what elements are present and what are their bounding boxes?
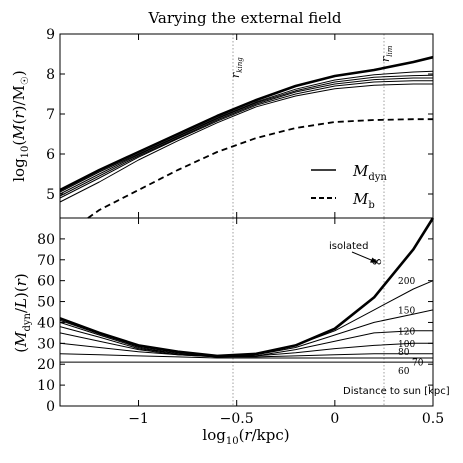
top-y-tick-label: 5 bbox=[46, 187, 55, 203]
top-y-tick-label: 9 bbox=[46, 27, 55, 43]
bottom-series-5 bbox=[59, 342, 433, 358]
bottom-y-tick-label: 20 bbox=[37, 357, 55, 373]
r-lim-label: rlim bbox=[379, 45, 394, 62]
bottom-series-0 bbox=[59, 217, 435, 358]
top-series-2 bbox=[59, 74, 434, 195]
bottom-y-tick-label: 30 bbox=[37, 336, 55, 352]
isolated-arrow-head bbox=[370, 257, 378, 263]
series-label-120: 120 bbox=[398, 327, 415, 337]
top-series-6 bbox=[87, 118, 433, 219]
top-series-4 bbox=[59, 80, 433, 199]
top-series-group bbox=[59, 55, 434, 219]
bottom-plot-frame bbox=[59, 217, 434, 407]
top-panel: 5 6 7 8 9 rking rlim log10(M(r)/M☉) Mdyn Mb bbox=[10, 27, 434, 219]
bottom-y-tick-label: 60 bbox=[37, 274, 55, 290]
top-plot-frame bbox=[59, 33, 434, 219]
x-tick-label: 0 bbox=[330, 411, 339, 427]
x-ticks: −1 −0.5 0 0.5 bbox=[128, 34, 444, 427]
series-label-150: 150 bbox=[398, 306, 415, 316]
series-label-100: 100 bbox=[398, 340, 415, 350]
bottom-series-3 bbox=[59, 326, 433, 358]
series-label-60: 60 bbox=[398, 367, 410, 377]
bottom-y-tick-label: 70 bbox=[37, 253, 55, 269]
bottom-y-axis-label: (Mdyn/L)(r) bbox=[12, 273, 33, 353]
legend-mb-label: Mb bbox=[352, 190, 375, 211]
r-king-label: rking bbox=[229, 57, 244, 78]
top-y-ticks: 5 6 7 8 9 bbox=[46, 27, 433, 203]
bottom-y-tick-label: 0 bbox=[46, 399, 55, 415]
x-tick-label: −1 bbox=[128, 411, 149, 427]
legend-mdyn-label: Mdyn bbox=[352, 162, 387, 183]
bottom-series-1 bbox=[59, 280, 434, 357]
top-y-tick-label: 7 bbox=[46, 107, 55, 123]
top-series-3 bbox=[59, 77, 433, 197]
bottom-series-4 bbox=[59, 332, 433, 358]
chart-title: Varying the external field bbox=[147, 9, 341, 27]
bottom-series-group bbox=[59, 217, 435, 363]
bottom-series-2 bbox=[59, 309, 434, 358]
top-y-tick-label: 6 bbox=[46, 147, 55, 163]
top-y-axis-label: log10(M(r)/M☉) bbox=[10, 70, 31, 182]
top-series-1 bbox=[59, 70, 434, 193]
series-label-200: 200 bbox=[398, 277, 415, 287]
bottom-y-tick-label: 80 bbox=[37, 232, 55, 248]
isolated-annotation: isolated bbox=[329, 241, 368, 252]
bottom-series-6 bbox=[59, 353, 433, 359]
bottom-y-tick-label: 50 bbox=[37, 295, 55, 311]
top-series-5 bbox=[59, 83, 433, 203]
series-label-70: 70 bbox=[412, 359, 424, 369]
x-axis-label: log10(r/kpc) bbox=[202, 426, 289, 447]
distance-annotation: Distance to sun [kpc] bbox=[343, 386, 450, 397]
series-label-80: 80 bbox=[398, 348, 410, 358]
x-tick-label: 0.5 bbox=[422, 411, 444, 427]
top-series-0 bbox=[59, 55, 434, 192]
bottom-y-tick-label: 40 bbox=[37, 315, 55, 331]
x-tick-label: −0.5 bbox=[220, 411, 254, 427]
bottom-y-tick-label: 10 bbox=[37, 378, 55, 394]
top-y-tick-label: 8 bbox=[46, 67, 55, 83]
